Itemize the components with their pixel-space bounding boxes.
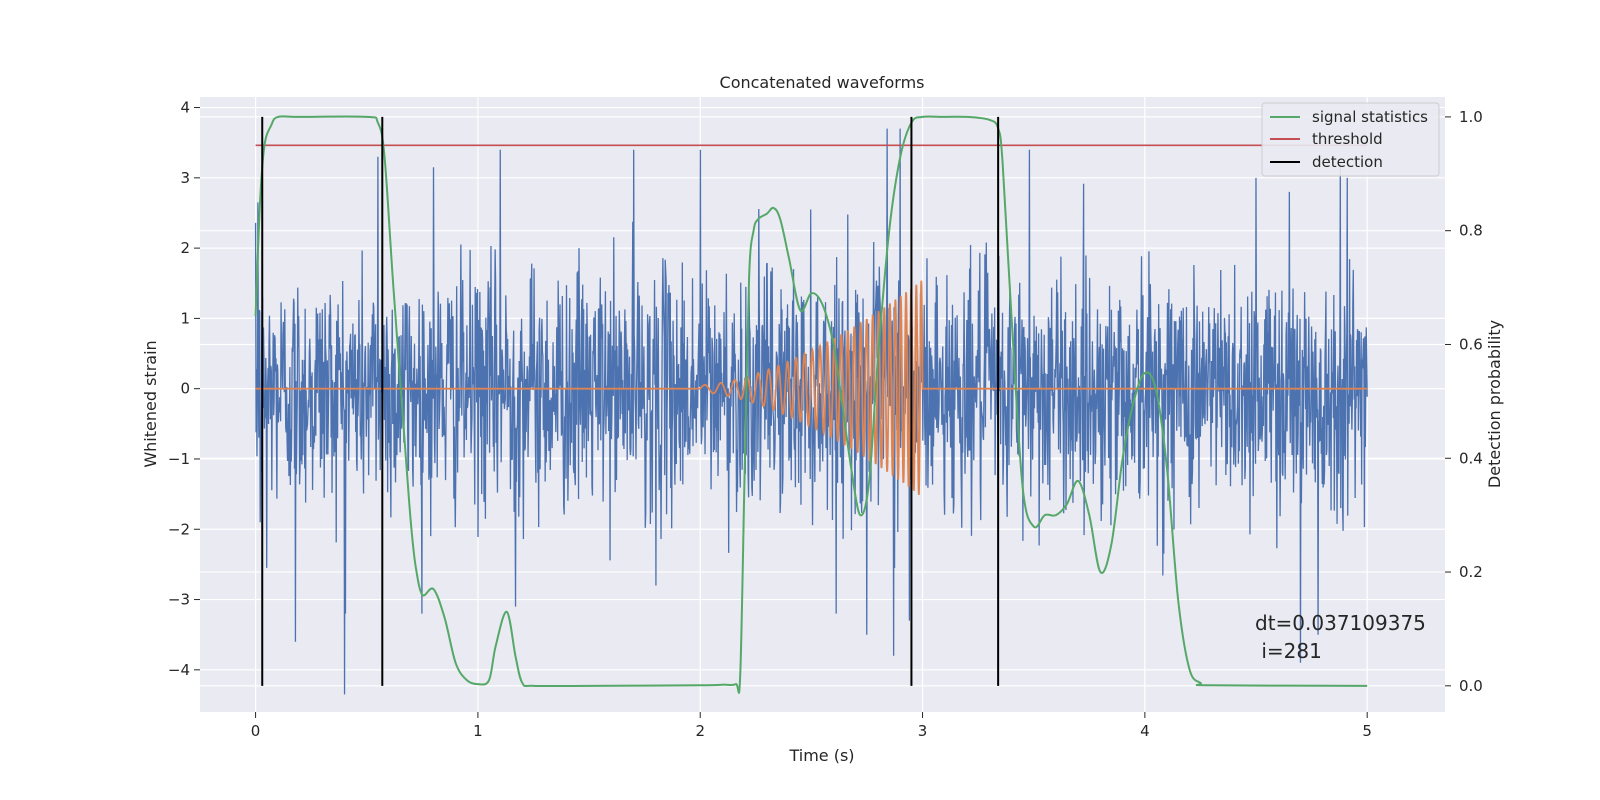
y-tick-label-2: −2 (168, 520, 190, 538)
annotation-i: i=281 (1255, 639, 1322, 663)
y-tick-label-0: −4 (168, 661, 190, 679)
series-layer (254, 115, 1368, 695)
y2-tick-label-1: 0.2 (1459, 563, 1483, 581)
probability-series-line (254, 115, 1368, 694)
x-tick-label-2: 2 (695, 722, 705, 740)
ticks-layer: 0 1 2 3 4 5 −4 −3 −2 −1 0 1 2 3 4 0.0 0.2 0.4 0.6 0.8 1.0 (168, 99, 1483, 740)
y2-tick-label-0: 0.0 (1459, 677, 1483, 695)
y-tick-label-1: −3 (168, 591, 190, 609)
chart-title: Concatenated waveforms (720, 73, 925, 92)
y2-tick-label-3: 0.6 (1459, 335, 1483, 353)
annotation-dt: dt=0.037109375 (1255, 611, 1426, 635)
x-tick-label-4: 4 (1140, 722, 1150, 740)
y2-axis-label: Detection probability (1485, 320, 1504, 488)
y2-tick-label-2: 0.4 (1459, 449, 1483, 467)
x-tick-label-1: 1 (473, 722, 483, 740)
y-tick-label-7: 3 (180, 169, 190, 187)
injection-series-line (255, 280, 1368, 495)
y-tick-label-6: 2 (180, 239, 190, 257)
legend-label-detection: detection (1312, 153, 1383, 171)
legend-box (1261, 102, 1440, 177)
x-tick-label-5: 5 (1362, 722, 1372, 740)
x-tick-label-0: 0 (251, 722, 261, 740)
y-tick-label-8: 4 (180, 99, 190, 117)
legend: signal statistics threshold detection (1261, 102, 1440, 177)
y-tick-label-3: −1 (168, 450, 190, 468)
y-tick-label-4: 0 (180, 380, 190, 398)
strain-series-line (254, 128, 1368, 695)
y-axis-label: Whitened strain (141, 340, 160, 467)
y-tick-label-5: 1 (180, 309, 190, 327)
x-axis-label: Time (s) (788, 746, 854, 765)
y2-tick-label-5: 1.0 (1459, 108, 1483, 126)
x-tick-label-3: 3 (918, 722, 928, 740)
legend-label-threshold: threshold (1312, 130, 1383, 148)
legend-label-signal-statistics: signal statistics (1312, 108, 1428, 126)
y2-tick-label-4: 0.8 (1459, 222, 1483, 240)
